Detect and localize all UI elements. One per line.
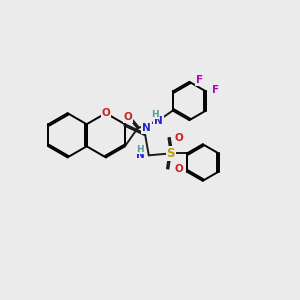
Text: S: S (167, 147, 175, 160)
Text: O: O (101, 108, 110, 118)
Text: N: N (136, 150, 144, 160)
Text: O: O (174, 164, 183, 174)
Text: O: O (174, 133, 183, 143)
Text: H: H (151, 110, 158, 119)
Text: N: N (154, 116, 163, 126)
Text: F: F (196, 75, 203, 85)
Text: N: N (142, 123, 151, 133)
Text: F: F (212, 85, 220, 95)
Text: H: H (136, 145, 144, 154)
Text: O: O (124, 112, 133, 122)
